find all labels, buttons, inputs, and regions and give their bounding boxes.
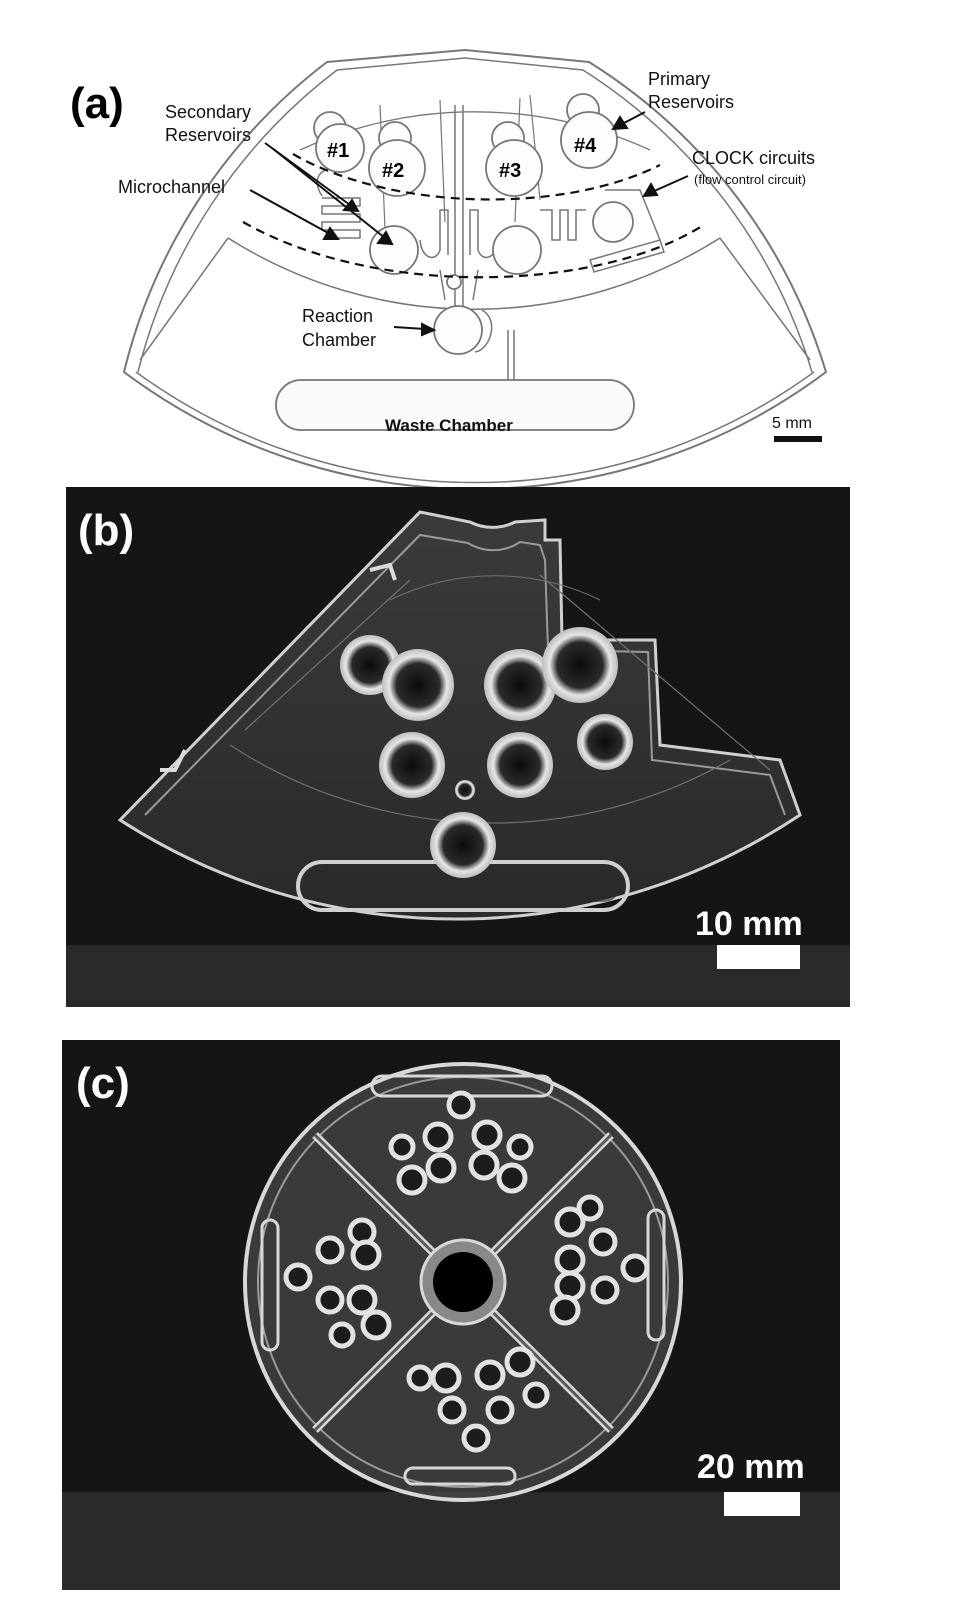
reaction-chamber-shape [433,274,483,355]
primary-reservoirs [313,93,618,197]
secondary-reservoirs-label-line2: Reservoirs [165,125,251,145]
reservoir-label-1: #1 [327,140,349,162]
secondary-reservoirs [369,201,634,275]
panel-a-scale-text: 5 mm [772,415,812,432]
panel-c-label: (c) [76,1059,130,1108]
reservoir-label-3: #3 [499,160,521,182]
annotation-arrows [249,111,689,337]
panel-c-floor [62,1492,840,1590]
reservoir-1 [313,111,365,173]
primary-reservoirs-label-line2: Reservoirs [648,92,734,112]
panel-c-wells [283,1090,650,1453]
panel-b: (b) 10 mm [66,487,850,1007]
clock-circuits-label: CLOCK circuits [692,148,815,168]
reservoir-label-2: #2 [382,160,404,182]
panel-a-scale-bar [774,436,822,442]
reaction-chamber-label-line1: Reaction [302,306,373,326]
waste-chamber-label: Waste Chamber [385,416,513,435]
panel-c: (c) 20 mm [62,1040,840,1590]
reservoir-3 [485,121,543,197]
panel-a-label: (a) [70,79,124,128]
panel-b-label: (b) [78,506,134,555]
panel-b-wells [340,627,633,878]
reservoir-2 [368,121,426,197]
panel-b-scale-text: 10 mm [695,905,803,943]
clock-circuits-subtitle: (flow control circuit) [694,172,806,187]
reservoir-4 [560,93,618,169]
secondary-reservoirs-label-line1: Secondary [165,102,251,122]
microchannel-label: Microchannel [118,177,225,197]
clock-circuit-dashed-arcs [242,153,703,279]
panel-c-scale-text: 20 mm [697,1448,805,1486]
reaction-chamber-label-line2: Chamber [302,330,376,350]
panel-c-scale-bar [724,1492,800,1516]
panel-a: (a) [70,48,828,490]
panel-b-scale-bar [717,945,800,969]
reservoir-label-4: #4 [574,135,597,157]
panel-c-disc [243,1062,683,1502]
waste-chamber-shape [275,379,635,431]
primary-reservoirs-label-line1: Primary [648,69,710,89]
